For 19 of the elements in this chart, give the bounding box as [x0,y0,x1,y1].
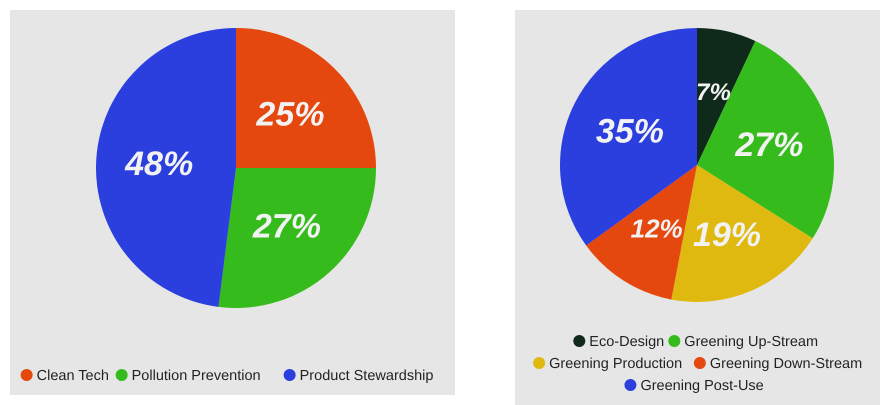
data-label: 35% [596,112,664,151]
data-label: 12% [630,214,683,244]
pie-slice [96,28,236,307]
data-label: 27% [734,126,804,164]
data-label: 7% [696,78,731,106]
legend-label: Greening Post-Use [640,378,764,394]
legend-label: Greening Down-Stream [710,356,862,372]
pie-slice [218,168,376,308]
data-label: 48% [124,145,194,184]
data-label: 19% [692,216,761,254]
legend-label: Clean Tech [36,368,109,384]
legend-label: Pollution Prevention [132,368,261,384]
data-label: 25% [255,95,324,134]
legend-label: Greening Up-Stream [684,334,818,350]
legend-label: Greening Production [549,356,682,372]
legend-label: Product Stewardship [300,368,434,384]
pie-slice [236,28,376,168]
legend-label: Eco-Design [589,334,664,350]
data-label: 27% [252,208,321,246]
